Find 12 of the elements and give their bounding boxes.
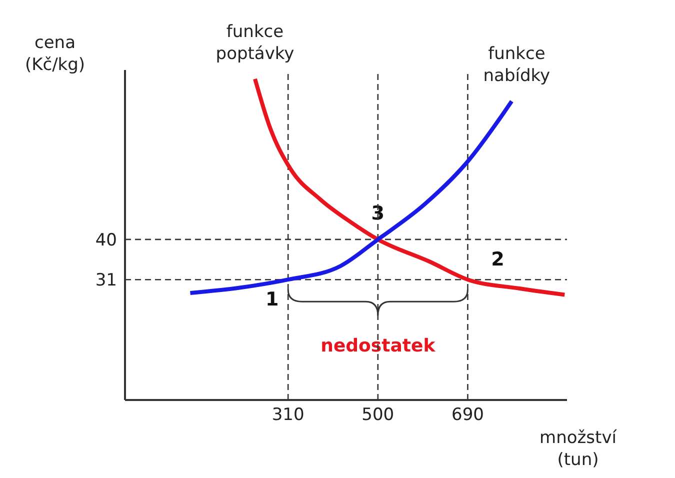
- annotation: nedostatek: [320, 336, 436, 357]
- y-tick-label: 31: [95, 270, 117, 291]
- series-label: funkce nabídky: [483, 44, 550, 86]
- x-tick-label: 310: [272, 405, 304, 426]
- y-axis-title: cena (Kč/kg): [24, 33, 86, 75]
- y-tick-label: 40: [95, 230, 117, 250]
- x-tick-label: 690: [452, 405, 484, 426]
- annotation: 2: [491, 248, 504, 271]
- x-axis-title: množství (tun): [540, 428, 618, 470]
- text: funkce poptávky: [216, 22, 294, 64]
- annotation: 1: [265, 288, 279, 311]
- x-tick-label: 500: [362, 405, 394, 426]
